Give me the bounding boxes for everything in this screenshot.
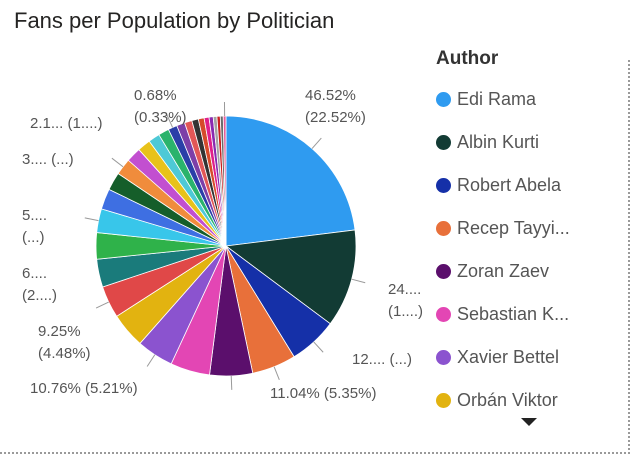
legend-item[interactable]: Orbán Viktor bbox=[436, 379, 626, 422]
data-label-secondary: (4.48%) bbox=[38, 345, 91, 362]
legend-label: Albin Kurti bbox=[457, 132, 540, 152]
data-label-leader-line bbox=[311, 137, 322, 149]
legend-marker bbox=[436, 178, 451, 193]
data-label-leader-line bbox=[95, 301, 109, 309]
data-label-leader-line bbox=[166, 114, 174, 128]
data-label-secondary: (22.52%) bbox=[305, 109, 366, 126]
legend-marker bbox=[436, 307, 451, 322]
data-label-leader-line bbox=[146, 354, 156, 367]
legend-marker bbox=[436, 350, 451, 365]
legend-label: Orbán Viktor bbox=[457, 390, 558, 410]
legend-marker bbox=[436, 264, 451, 279]
visual-border-bottom bbox=[0, 452, 630, 454]
data-label: 24.... bbox=[388, 281, 421, 298]
data-label: 2.1... (1....) bbox=[30, 115, 103, 132]
data-label-leader-line bbox=[230, 375, 233, 390]
legend-label: Recep Tayyi... bbox=[457, 218, 570, 238]
pie-slice[interactable] bbox=[224, 229, 357, 325]
data-label-leader-line bbox=[273, 366, 280, 380]
legend: Author Edi Rama Albin Kurti Robert Abela Re… bbox=[436, 48, 626, 422]
legend-item[interactable]: Recep Tayyi... bbox=[436, 207, 626, 250]
data-label: 3.... (...) bbox=[22, 151, 74, 168]
legend-marker bbox=[436, 393, 451, 408]
legend-marker bbox=[436, 135, 451, 150]
data-label: 9.25% bbox=[38, 323, 81, 340]
legend-item[interactable]: Sebastian K... bbox=[436, 293, 626, 336]
data-label: 46.52% bbox=[305, 87, 356, 104]
data-label: 6.... bbox=[22, 265, 47, 282]
data-label-secondary: (0.33%) bbox=[134, 109, 187, 126]
legend-item[interactable]: Xavier Bettel bbox=[436, 336, 626, 379]
legend-item[interactable]: Edi Rama bbox=[436, 78, 626, 121]
legend-marker bbox=[436, 221, 451, 236]
legend-label: Xavier Bettel bbox=[457, 347, 560, 367]
legend-label: Robert Abela bbox=[457, 175, 562, 195]
legend-label: Zoran Zaev bbox=[457, 261, 550, 281]
data-label: 11.04% (5.35%) bbox=[270, 385, 376, 402]
legend-scroll-down-icon[interactable] bbox=[521, 418, 537, 426]
data-label: 5.... bbox=[22, 207, 47, 224]
data-label-leader-line bbox=[313, 341, 324, 353]
data-label-leader-line bbox=[84, 217, 99, 222]
data-label-leader-line bbox=[111, 157, 124, 168]
legend-item[interactable]: Zoran Zaev bbox=[436, 250, 626, 293]
data-label: 0.68% bbox=[134, 87, 177, 104]
legend-label: Edi Rama bbox=[457, 89, 537, 109]
legend-marker bbox=[436, 92, 451, 107]
legend-items: Edi Rama Albin Kurti Robert Abela Recep Tay… bbox=[436, 78, 626, 422]
data-label: 10.76% (5.21%) bbox=[30, 380, 138, 397]
legend-item[interactable]: Albin Kurti bbox=[436, 121, 626, 164]
data-label-leader-line bbox=[351, 278, 366, 284]
legend-label: Sebastian K... bbox=[457, 304, 570, 324]
legend-title: Author bbox=[436, 48, 499, 69]
data-label-secondary: (2....) bbox=[22, 287, 57, 304]
chart-title: Fans per Population by Politician bbox=[14, 8, 335, 33]
visual-border-right bbox=[628, 60, 630, 450]
data-label-secondary: (...) bbox=[22, 229, 45, 246]
data-label: 12.... (...) bbox=[352, 351, 412, 368]
data-label-secondary: (1....) bbox=[388, 303, 423, 320]
legend-item[interactable]: Robert Abela bbox=[436, 164, 626, 207]
pie-slice[interactable] bbox=[225, 115, 356, 247]
